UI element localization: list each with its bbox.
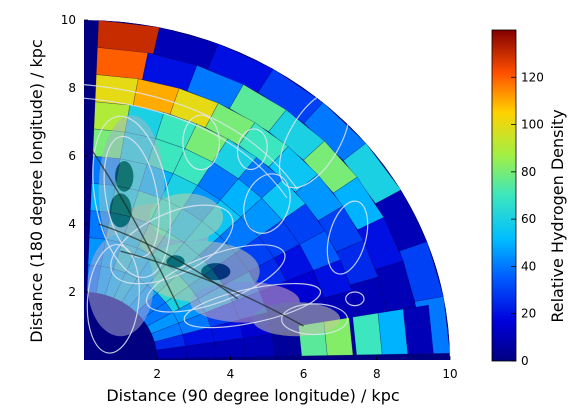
contour-line [243, 173, 291, 234]
density-bin [146, 311, 179, 335]
map-overlay [87, 115, 341, 337]
overlay-dark-feature [115, 161, 134, 192]
density-bin [261, 178, 306, 221]
y-tick-labels: 2 4 6 8 10 [61, 13, 88, 299]
plot-area [84, 20, 450, 360]
overlay-dark-feature [201, 263, 231, 281]
axes: 2 4 6 8 10 2 4 6 8 10 Distance (90 degree longit… [27, 13, 458, 405]
x-tick-label: 8 [373, 367, 381, 381]
x-tick-label: 10 [442, 367, 457, 381]
density-bin [94, 74, 139, 106]
density-bin [156, 345, 187, 359]
density-bin [185, 341, 217, 359]
colorbar-tick-label: 0 [521, 354, 529, 368]
contour-line [84, 97, 288, 199]
x-axis-label: Distance (90 degree longitude) / kpc [106, 386, 399, 405]
x-tick-label: 4 [227, 367, 235, 381]
colorbar-tick-label: 120 [521, 70, 544, 84]
y-axis-label: Distance (180 degree longitude) / kpc [27, 39, 46, 342]
overlay-blob [87, 234, 154, 337]
contour-line [182, 114, 221, 171]
density-bin [214, 337, 246, 358]
y-tick-label: 10 [61, 13, 76, 27]
colorbar-tick-label: 20 [521, 307, 536, 321]
overlay-dark-feature [109, 193, 132, 228]
colorbar-scale [491, 29, 517, 362]
x-tick-label: 2 [153, 367, 161, 381]
contour-line [92, 115, 171, 279]
overlay-dark-feature [166, 255, 185, 268]
overlay-blob [149, 193, 224, 241]
y-tick-label: 6 [68, 149, 76, 163]
contour-line [326, 200, 369, 275]
contour-line [145, 244, 286, 313]
colorbar-tick-label: 60 [521, 212, 536, 226]
overlay-blob [252, 302, 341, 337]
density-bin [243, 333, 275, 358]
contour-line [236, 128, 268, 171]
colorbar-tick-label: 80 [521, 165, 536, 179]
density-bin [258, 219, 300, 259]
density-bin [151, 322, 184, 343]
contour-line [86, 243, 140, 354]
contour-line [120, 250, 304, 327]
colorbar-tick-labels: 0 20 40 60 80 100 120 [511, 70, 544, 368]
contour-lines [84, 84, 369, 354]
contour-line [110, 204, 234, 285]
x-tick-label: 6 [300, 367, 308, 381]
colorbar: 0 20 40 60 80 100 120 Relative Hydrogen Densit… [491, 29, 567, 368]
density-bin [402, 304, 434, 355]
density-bin [219, 178, 263, 218]
contour-line [90, 148, 180, 310]
density-bin [377, 308, 409, 355]
y-tick-label: 4 [68, 217, 76, 231]
colorbar-tick-label: 40 [521, 259, 536, 273]
contour-line [281, 303, 349, 336]
colorbar-label: Relative Hydrogen Density [548, 109, 567, 322]
y-tick-label: 2 [68, 285, 76, 299]
density-bin [352, 312, 383, 356]
contour-line [98, 223, 239, 300]
density-bin [95, 47, 149, 80]
colorbar-tick-label: 100 [521, 118, 544, 132]
contour-line [84, 84, 298, 190]
x-tick-labels: 2 4 6 8 10 [153, 356, 458, 381]
contour-line [183, 282, 322, 329]
y-tick-label: 8 [68, 81, 76, 95]
contour-line [345, 291, 365, 307]
